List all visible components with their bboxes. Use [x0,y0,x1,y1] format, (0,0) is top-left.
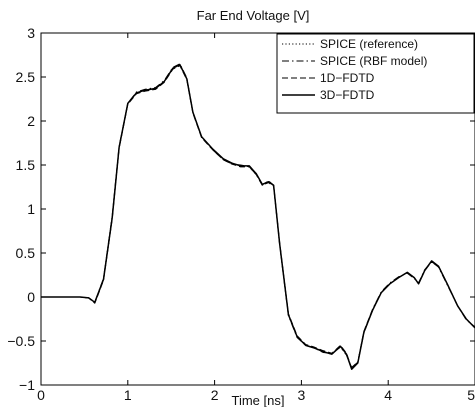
y-tick-label: 0.5 [16,245,36,261]
series-lines [41,63,475,370]
x-tick-label: 2 [211,387,219,403]
x-tick-label: 5 [467,387,475,403]
y-tick-label: 3 [27,25,35,41]
y-tick-label: 1 [27,201,35,217]
y-tick-label: 2 [27,113,35,129]
legend-box [276,33,475,114]
legend-label-1: SPICE (RBF model) [320,54,427,68]
legend: SPICE (reference) SPICE (RBF model) 1D−FDT… [276,33,475,114]
x-tick-label: 1 [124,387,132,403]
y-tick-label: −0.5 [7,333,35,349]
x-axis-label: Time [ns] [232,393,285,407]
y-axis: −1 −0.5 0 0.5 1 1.5 2 2.5 3 [7,25,475,393]
legend-label-0: SPICE (reference) [320,37,418,51]
x-tick-label: 3 [298,387,306,403]
y-tick-label: 1.5 [16,157,36,173]
chart-title: Far End Voltage [V] [197,8,310,23]
x-axis: 0 1 2 3 4 5 [37,33,475,403]
series-line-3 [41,63,475,370]
y-tick-label: 0 [27,289,35,305]
x-tick-label: 0 [37,387,45,403]
y-tick-label: 2.5 [16,69,36,85]
legend-label-3: 3D−FDTD [320,88,375,102]
legend-label-2: 1D−FDTD [320,71,375,85]
y-tick-label: −1 [19,377,35,393]
x-tick-label: 4 [384,387,392,403]
